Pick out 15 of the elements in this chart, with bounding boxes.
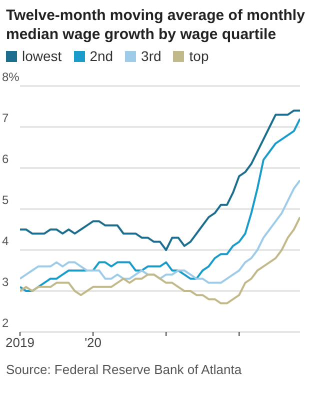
source-note: Source: Federal Reserve Bank of Atlanta bbox=[5, 361, 243, 379]
chart-title: Twelve-month moving average of monthly median wage growth by wage quartile bbox=[5, 6, 306, 44]
y-tick-label: 3 bbox=[2, 275, 9, 289]
x-tick-label: '20 bbox=[84, 335, 102, 350]
legend-label: 3rd bbox=[140, 48, 162, 64]
y-tick-label: 4 bbox=[2, 234, 9, 248]
y-tick-label: 8% bbox=[2, 70, 20, 84]
legend-label: 2nd bbox=[88, 48, 114, 64]
y-tick-label: 2 bbox=[2, 316, 9, 330]
y-tick-label: 6 bbox=[2, 152, 9, 166]
y-tick-label: 5 bbox=[2, 193, 9, 207]
legend-label: lowest bbox=[21, 48, 62, 64]
y-tick-label: 7 bbox=[2, 111, 9, 125]
x-tick-label: 2019 bbox=[6, 335, 34, 350]
legend-label: top bbox=[188, 48, 209, 64]
